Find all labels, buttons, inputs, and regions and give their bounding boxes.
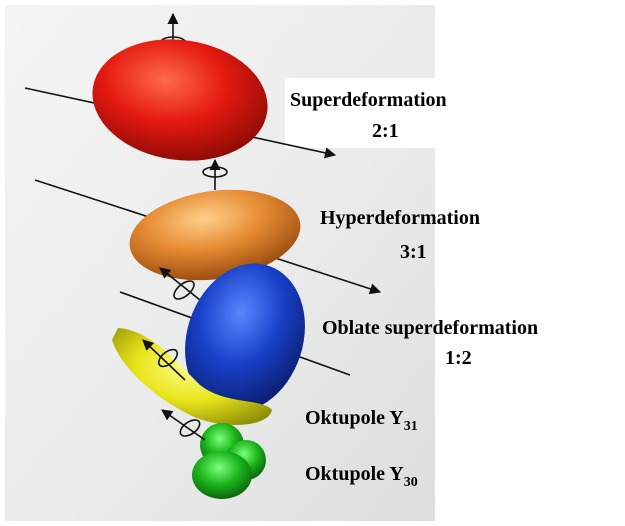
- octupole-text: Oktupole Y: [305, 463, 404, 485]
- octupole-sub: 30: [404, 475, 418, 490]
- octupole-label: Oktupole Y30: [305, 463, 418, 490]
- shape-ratio: 3:1: [400, 241, 427, 263]
- shape-name: Hyperdeformation: [320, 207, 480, 229]
- octupole-label: Oktupole Y31: [305, 407, 418, 434]
- oblate-shape: [119, 263, 351, 413]
- hyperdeformed-shape: [34, 158, 382, 295]
- octupole-text: Oktupole Y: [305, 407, 404, 429]
- shape-ratio: 2:1: [372, 120, 399, 142]
- shape-ratio: 1:2: [445, 347, 472, 369]
- shape-name: Oblate superdeformation: [322, 317, 538, 339]
- octupole-sub: 31: [404, 419, 418, 434]
- octupole-30-shape: [161, 409, 266, 499]
- octupole-31-shape: [112, 328, 272, 426]
- superdeformed-shape: [24, 12, 337, 161]
- label-bg: [285, 78, 445, 148]
- shape-name: Superdeformation: [290, 89, 447, 111]
